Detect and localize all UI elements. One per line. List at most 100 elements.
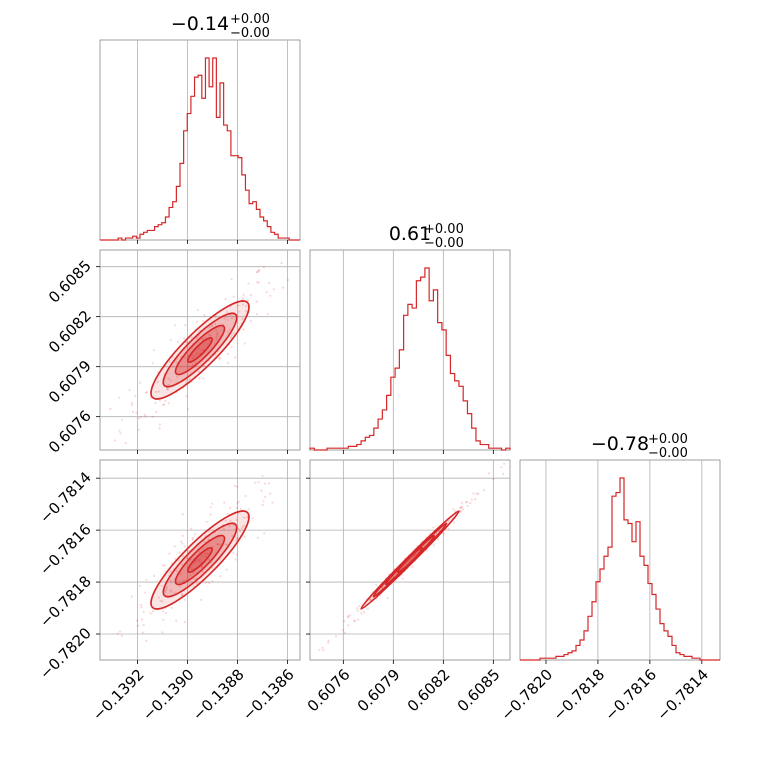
sample-point: [226, 311, 229, 314]
sample-point: [203, 552, 207, 555]
sample-point: [198, 550, 201, 554]
sample-point: [175, 619, 178, 622]
sample-point: [190, 566, 193, 570]
sample-point: [401, 577, 404, 580]
sample-point: [196, 352, 199, 355]
sample-point: [157, 390, 160, 393]
sample-point: [205, 552, 208, 555]
sample-point: [241, 296, 244, 299]
sample-point: [201, 565, 204, 569]
sample-point: [118, 630, 122, 633]
sample-point: [241, 525, 244, 528]
y-tick-label: −0.7816: [36, 520, 95, 579]
sample-point: [144, 391, 148, 394]
sample-point: [264, 495, 267, 498]
sample-point: [280, 261, 283, 265]
sample-point: [196, 308, 199, 312]
sample-point: [186, 557, 189, 560]
sample-point: [170, 579, 173, 582]
sample-point: [265, 291, 268, 294]
sample-point: [461, 508, 465, 511]
sample-point: [459, 510, 462, 513]
sample-point: [224, 519, 227, 523]
sample-point: [118, 429, 121, 432]
sample-point: [167, 402, 170, 405]
x-tick-label: −0.1390: [139, 666, 198, 725]
sample-point: [176, 340, 180, 343]
sample-point: [327, 639, 330, 643]
sample-point: [169, 570, 173, 573]
sample-point: [224, 543, 227, 546]
sample-point: [198, 558, 201, 562]
sample-point: [182, 579, 185, 583]
sample-point: [245, 516, 249, 519]
sample-point: [347, 624, 350, 627]
sample-point: [286, 529, 289, 532]
scatter-z-vs-y-panel: [306, 459, 511, 664]
sample-point: [198, 370, 201, 373]
histogram-step-line: [100, 57, 300, 241]
sample-point: [161, 631, 164, 634]
sample-point: [435, 532, 438, 536]
sample-point: [269, 294, 272, 297]
sample-point: [197, 558, 200, 561]
sample-point: [163, 403, 166, 406]
sample-point: [209, 506, 212, 509]
sample-point: [369, 597, 372, 601]
sample-point: [192, 354, 195, 358]
sample-point: [228, 525, 231, 528]
sample-point: [466, 504, 469, 507]
sample-point: [232, 552, 235, 555]
sample-point: [119, 432, 122, 435]
sample-point: [200, 554, 203, 557]
sample-point: [153, 574, 156, 578]
title-z-sup: +0.00: [648, 432, 688, 447]
sample-point: [321, 646, 324, 649]
sample-point: [503, 462, 506, 465]
sample-point: [211, 325, 214, 328]
sample-point: [174, 557, 177, 561]
sample-point: [244, 310, 248, 313]
sample-point: [191, 538, 194, 541]
sample-point: [168, 571, 171, 574]
sample-point: [228, 328, 231, 331]
sample-point: [208, 326, 212, 329]
sample-point: [156, 380, 159, 383]
sample-point: [460, 505, 463, 509]
sample-point: [272, 288, 275, 291]
sample-point: [113, 439, 117, 442]
sample-point: [161, 564, 164, 567]
panel-frame: [99, 39, 301, 241]
sample-point: [144, 591, 147, 594]
y-tick-label: −0.7818: [36, 572, 95, 631]
histogram-step-line: [309, 267, 511, 451]
sample-point: [238, 310, 241, 313]
sample-point: [194, 361, 197, 364]
sample-point: [204, 336, 207, 339]
sample-point: [182, 337, 186, 340]
sample-point: [175, 569, 178, 573]
sample-point: [202, 320, 205, 323]
sample-point: [190, 527, 193, 530]
sample-point: [243, 535, 246, 539]
sample-point: [412, 555, 415, 558]
x-tick-label: 0.6085: [454, 666, 504, 716]
sample-point: [185, 341, 188, 344]
sample-point: [124, 442, 127, 445]
sample-point: [191, 537, 194, 540]
hist-z-panel: [519, 459, 721, 664]
sample-point: [167, 383, 170, 386]
y-tick-label: 0.6082: [45, 307, 95, 357]
sample-point: [198, 559, 201, 563]
sample-point: [116, 632, 119, 635]
sample-point: [242, 293, 245, 296]
sample-point: [181, 594, 184, 597]
sample-point: [217, 542, 220, 546]
x-tick-label: −0.1392: [89, 666, 148, 725]
sample-point: [236, 536, 239, 540]
sample-point: [118, 396, 121, 399]
sample-point: [475, 492, 478, 495]
sample-point: [144, 415, 147, 418]
sample-point: [151, 362, 154, 365]
